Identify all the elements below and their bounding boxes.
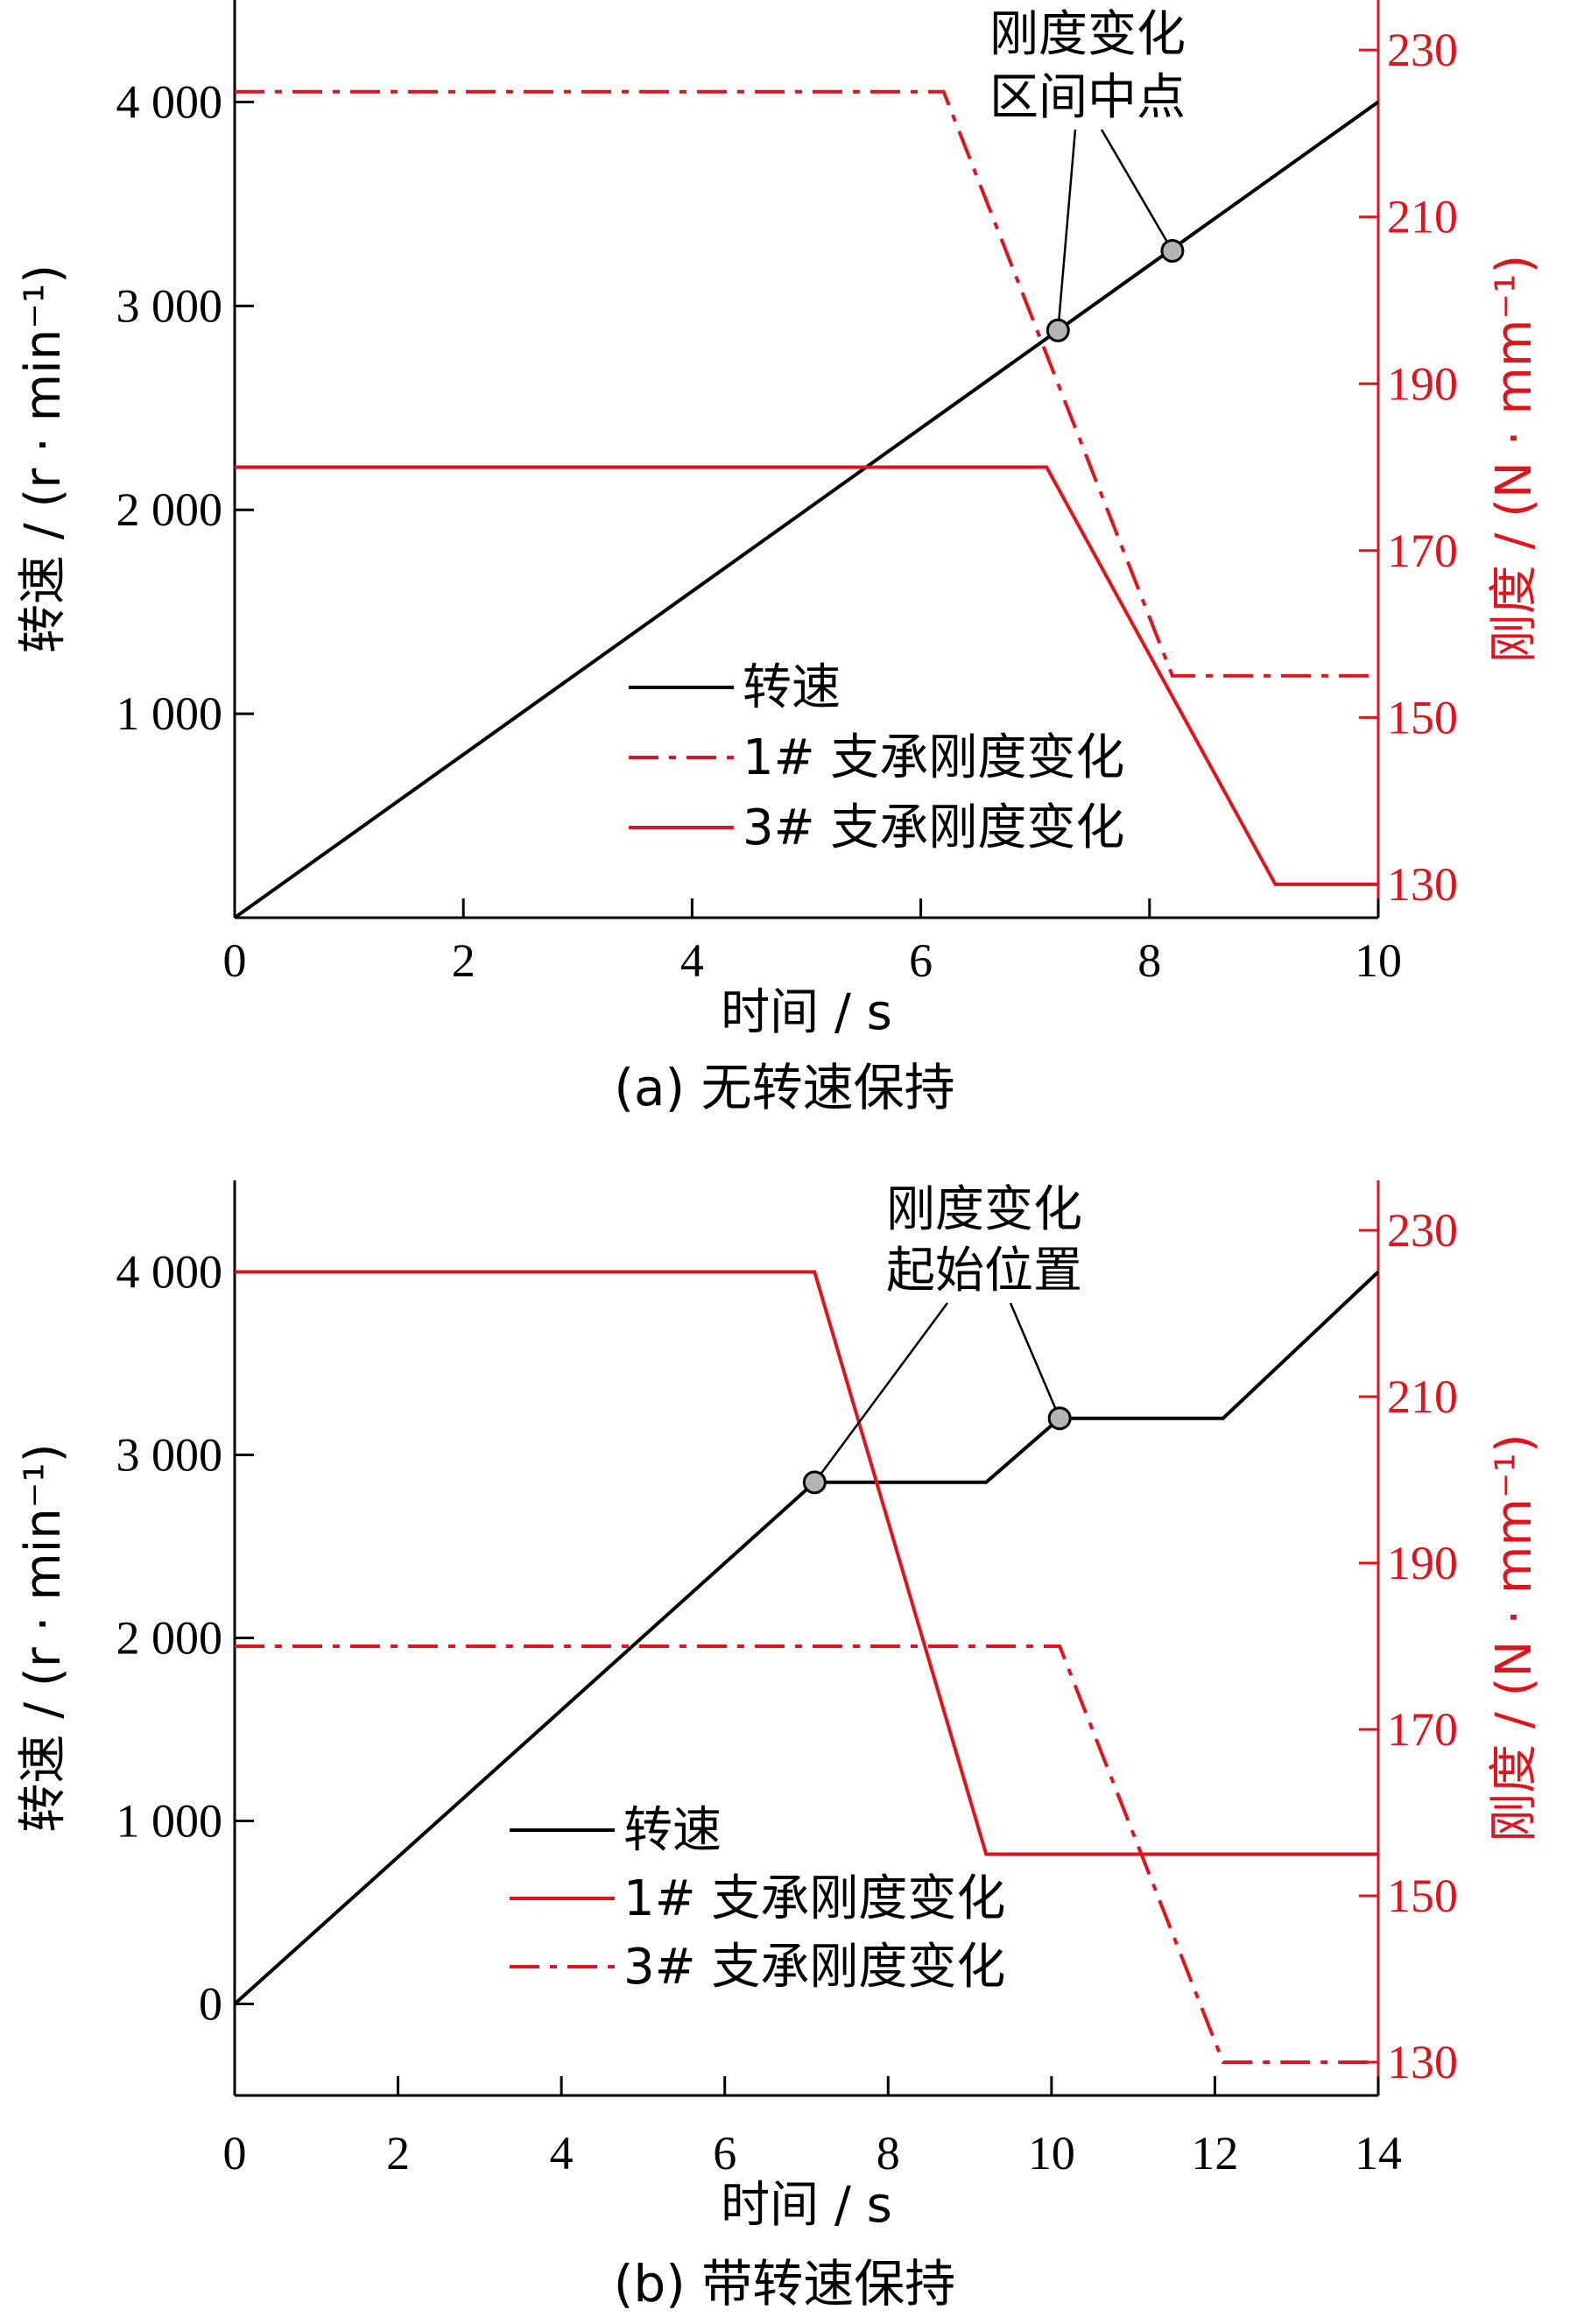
marker-point [1160, 238, 1185, 263]
y-axis-label-right: 刚度 / (N · mm⁻¹) [1486, 255, 1543, 664]
annotation-leader [1100, 129, 1173, 252]
y-right-tick-label: 210 [1387, 191, 1458, 243]
y-right-tick-label: 150 [1387, 1870, 1458, 1922]
legend-label: 3# 支承刚度变化 [743, 799, 1124, 856]
caption: (b) 带转速保持 [614, 2254, 956, 2313]
y-left-tick-label: 2 000 [116, 483, 223, 536]
marker-point [1045, 318, 1070, 342]
y-axis-label-right: 刚度 / (N · mm⁻¹) [1486, 1433, 1543, 1842]
legend-label: 1# 支承刚度变化 [743, 729, 1124, 786]
legend-label: 转速 [623, 1802, 722, 1859]
y-right-tick-label: 190 [1387, 357, 1458, 410]
y-left-tick-label: 0 [199, 1978, 222, 2031]
legend-label: 1# 支承刚度变化 [623, 1870, 1005, 1927]
series-line-2 [235, 1270, 1378, 1856]
y-left-tick-label: 4 000 [116, 75, 223, 128]
y-right-tick-label: 210 [1387, 1370, 1458, 1423]
y-right-tick-label: 230 [1387, 1204, 1458, 1257]
x-tick-label: 10 [1355, 934, 1402, 987]
annotation-leader [1057, 129, 1077, 331]
annotation-leader [1009, 1302, 1061, 1419]
y-right-tick-label: 150 [1387, 691, 1458, 743]
annotation-leader [813, 1302, 949, 1483]
annotation-line-1: 刚度变化 [886, 1181, 1082, 1238]
x-tick-label: 0 [223, 934, 247, 987]
x-tick-label: 8 [877, 2127, 900, 2180]
series-line-2 [235, 89, 1378, 678]
x-tick-label: 8 [1137, 934, 1161, 987]
x-tick-label: 10 [1028, 2127, 1075, 2180]
marker-point [1047, 1406, 1072, 1431]
caption: (a) 无转速保持 [614, 1058, 954, 1117]
series-line-3 [235, 1644, 1378, 2064]
x-tick-label: 14 [1355, 2127, 1402, 2180]
legend: 转速 1# 支承刚度变化 3# 支承刚度变化 [510, 1802, 1005, 1996]
y-left-tick-label: 3 000 [116, 1429, 223, 1482]
series-line-3 [235, 465, 1378, 886]
y-right-tick-label: 190 [1387, 1537, 1458, 1589]
annotation-line-1: 刚度变化 [989, 6, 1186, 63]
x-tick-label: 2 [386, 2127, 410, 2180]
x-tick-label: 0 [223, 2127, 247, 2180]
chart-panel-b: 0 2 4 6 8 10 12 14 0 1 000 2 000 3 000 4 000 130 150 17… [15, 1180, 1543, 2313]
annotation-line-2: 起始位置 [886, 1243, 1082, 1299]
y-right-tick-label: 130 [1387, 2036, 1458, 2088]
x-tick-label: 6 [909, 934, 933, 987]
legend-label: 3# 支承刚度变化 [623, 1939, 1005, 1996]
x-tick-label: 4 [550, 2127, 574, 2180]
y-axis-label-left: 转速 / (r · min⁻¹) [15, 264, 72, 653]
legend: 转速 1# 支承刚度变化 3# 支承刚度变化 [629, 659, 1124, 856]
x-tick-label: 4 [680, 934, 704, 987]
y-right-tick-label: 130 [1387, 858, 1458, 911]
y-left-tick-label: 3 000 [116, 279, 223, 332]
annotation-line-2: 区间中点 [989, 69, 1186, 126]
y-axis-label-left: 转速 / (r · min⁻¹) [15, 1443, 72, 1832]
marker-point [802, 1470, 827, 1495]
x-tick-label: 12 [1191, 2127, 1238, 2180]
series-line-1 [233, 100, 1380, 919]
y-left-tick-label: 4 000 [116, 1246, 223, 1299]
y-left-tick-label: 1 000 [116, 687, 223, 740]
x-tick-label: 6 [713, 2127, 736, 2180]
x-axis-label: 时间 / s [721, 2177, 892, 2234]
y-left-tick-label: 2 000 [116, 1612, 223, 1665]
x-axis-label: 时间 / s [721, 984, 892, 1041]
y-right-tick-label: 230 [1387, 24, 1458, 76]
x-tick-label: 2 [452, 934, 475, 987]
series-line-1 [233, 1271, 1380, 2005]
y-left-tick-label: 1 000 [116, 1795, 223, 1848]
y-right-tick-label: 170 [1387, 1703, 1458, 1756]
legend-label: 转速 [743, 659, 841, 716]
y-right-tick-label: 170 [1387, 525, 1458, 577]
chart-panel-a: 0 2 4 6 8 10 1 000 2 000 3 000 4 000 130 150 170 190 2… [15, 0, 1543, 1117]
